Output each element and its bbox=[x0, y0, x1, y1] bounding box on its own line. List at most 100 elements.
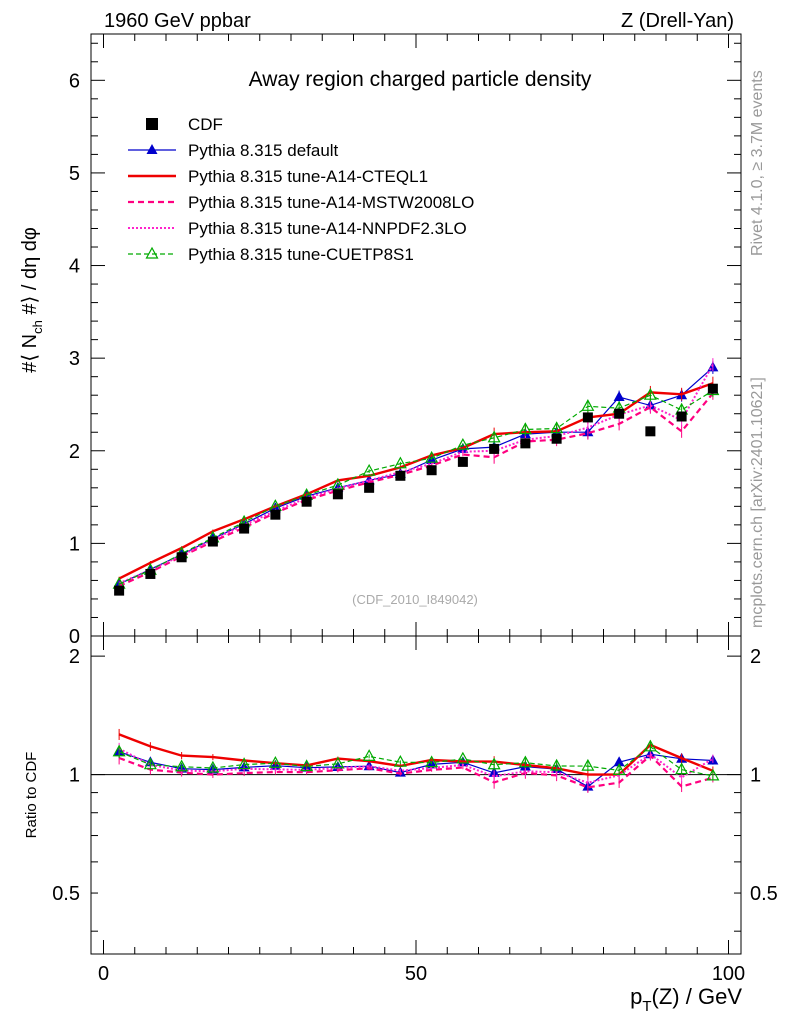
ratio-point bbox=[237, 757, 251, 770]
y-tick-label: 5 bbox=[69, 163, 80, 185]
cdf-data-point bbox=[145, 568, 156, 579]
cdf-data-point bbox=[707, 383, 718, 394]
legend-label: Pythia 8.315 tune-CUETP8S1 bbox=[188, 245, 414, 264]
header-process: Z (Drell-Yan) bbox=[621, 10, 734, 32]
ratio-point bbox=[268, 755, 282, 768]
series-point bbox=[456, 437, 470, 450]
ratio-point bbox=[425, 755, 439, 768]
cdf-data-point bbox=[176, 552, 187, 563]
cdf-data-point bbox=[332, 489, 343, 500]
mcplots-label: mcplots.cern.ch [arXiv:2401.10621] bbox=[749, 377, 766, 628]
ratio-series-line bbox=[118, 746, 714, 777]
y-tick-label: 2 bbox=[69, 441, 80, 463]
legend-marker-cdf bbox=[146, 118, 158, 130]
cdf-data-point bbox=[270, 509, 281, 520]
svg-text:#⟨ Nch #⟩ / dη dφ: #⟨ Nch #⟩ / dη dφ bbox=[19, 227, 45, 373]
legend: CDF Pythia 8.315 default Pythia 8.315 tune… bbox=[128, 115, 474, 264]
chart-title: Away region charged particle density bbox=[249, 68, 592, 91]
cdf-data-point bbox=[489, 443, 500, 454]
ratio-point bbox=[675, 762, 689, 775]
cdf-data-point bbox=[239, 523, 250, 534]
ratio-tick-label: 2 bbox=[69, 646, 80, 668]
ratio-point bbox=[393, 754, 407, 767]
ratio-point bbox=[550, 758, 564, 771]
ratio-point bbox=[206, 760, 220, 773]
y-axis-label: #⟨ Nch #⟩ / dη dφ bbox=[19, 227, 45, 373]
header-energy: 1960 GeV ppbar bbox=[104, 10, 251, 32]
ratio-y-axis-label: Ratio to CDF bbox=[23, 752, 40, 839]
series-point bbox=[487, 430, 501, 443]
cdf-data-point bbox=[114, 585, 125, 596]
ratio-point bbox=[362, 749, 376, 761]
legend-marker bbox=[146, 144, 158, 154]
y-tick-label: 0 bbox=[69, 626, 80, 648]
cdf-data-point bbox=[207, 536, 218, 547]
y-tick-label: 4 bbox=[69, 256, 80, 278]
x-axis-label: pT(Z) / GeV bbox=[630, 984, 742, 1015]
ratio-panel-frame bbox=[90, 635, 742, 955]
main-layer bbox=[112, 358, 720, 596]
series-point bbox=[425, 450, 439, 463]
y-tick-label: 1 bbox=[69, 533, 80, 555]
x-tick-label: 0 bbox=[98, 963, 109, 985]
cdf-data-point bbox=[520, 438, 531, 449]
axes-layer: 0 50 100 0 1 2 3 4 5 6 0.5 0.5 1 1 2 2 bbox=[52, 34, 778, 985]
ratio-series-line bbox=[118, 754, 714, 789]
series-line bbox=[118, 390, 714, 585]
ratio-point bbox=[143, 757, 157, 770]
ratio-point bbox=[300, 759, 314, 772]
svg-text:pT(Z) / GeV: pT(Z) / GeV bbox=[630, 984, 742, 1015]
cdf-data-point bbox=[301, 496, 312, 507]
cdf-data-point bbox=[395, 470, 406, 481]
ratio-point bbox=[613, 756, 625, 767]
series-point bbox=[643, 387, 657, 400]
ratio-point bbox=[331, 756, 345, 769]
series-point bbox=[331, 477, 345, 490]
y-tick-label: 6 bbox=[69, 70, 80, 92]
cdf-data-point bbox=[676, 411, 687, 422]
cdf-data-point bbox=[645, 426, 656, 437]
cdf-data-point bbox=[614, 408, 625, 419]
series-point bbox=[613, 391, 625, 402]
cdf-data-point bbox=[551, 433, 562, 444]
ratio-point bbox=[175, 759, 189, 772]
series-point bbox=[362, 463, 376, 476]
series-line bbox=[118, 392, 714, 588]
cdf-data-point bbox=[426, 465, 437, 476]
series-point bbox=[550, 421, 564, 434]
ratio-point bbox=[518, 755, 532, 768]
ratio-tick-label: 0.5 bbox=[750, 883, 778, 905]
ratio-point bbox=[706, 768, 720, 781]
ratio-point bbox=[487, 757, 501, 770]
x-tick-label: 50 bbox=[405, 963, 427, 985]
series-point bbox=[518, 422, 532, 435]
legend-label: Pythia 8.315 tune-A14-MSTW2008LO bbox=[188, 193, 474, 212]
legend-label: Pythia 8.315 tune-A14-NNPDF2.3LO bbox=[188, 219, 467, 238]
series-point bbox=[393, 456, 407, 469]
ratio-layer bbox=[91, 728, 741, 793]
legend-label: Pythia 8.315 default bbox=[188, 141, 339, 160]
legend-marker bbox=[145, 246, 159, 259]
ratio-point bbox=[612, 763, 626, 775]
analysis-watermark: (CDF_2010_I849042) bbox=[352, 592, 478, 607]
ratio-series-line bbox=[118, 747, 714, 784]
y-tick-label: 3 bbox=[69, 348, 80, 370]
cdf-data-point bbox=[364, 482, 375, 493]
ratio-tick-label: 1 bbox=[750, 765, 761, 787]
ratio-point bbox=[643, 739, 657, 752]
ratio-point bbox=[581, 758, 595, 771]
series-point bbox=[581, 399, 595, 411]
cdf-data-point bbox=[582, 412, 593, 423]
ratio-tick-label: 1 bbox=[69, 765, 80, 787]
ratio-point bbox=[456, 751, 470, 764]
ratio-point bbox=[112, 744, 126, 757]
cdf-data-point bbox=[457, 456, 468, 467]
x-tick-label: 100 bbox=[712, 963, 745, 985]
ratio-tick-label: 0.5 bbox=[52, 883, 80, 905]
rivet-label: Rivet 4.1.0, ≥ 3.7M events bbox=[749, 70, 766, 256]
legend-label: Pythia 8.315 tune-A14-CTEQL1 bbox=[188, 167, 428, 186]
legend-label: CDF bbox=[188, 115, 223, 134]
ratio-tick-label: 2 bbox=[750, 646, 761, 668]
series-line bbox=[118, 364, 714, 585]
